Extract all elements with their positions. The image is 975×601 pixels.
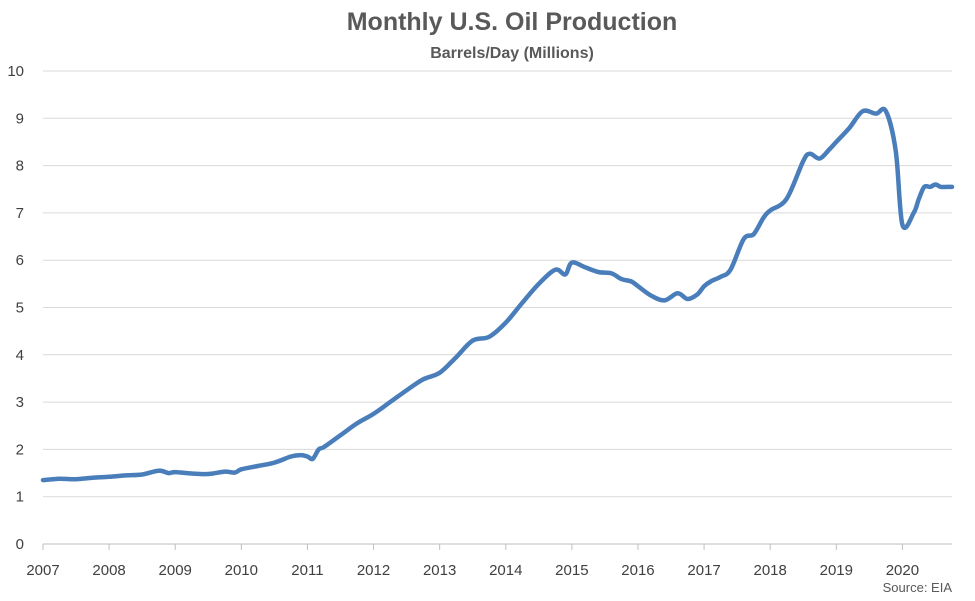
x-tick-label: 2013 [423,562,456,579]
gridlines [43,70,952,545]
y-tick-label: 9 [16,110,24,127]
x-tick-label: 2019 [820,562,853,579]
y-tick-label: 7 [16,205,24,222]
y-tick-label: 4 [16,347,24,364]
y-tick-label: 2 [16,441,24,458]
x-tick-label: 2017 [687,562,720,579]
y-axis-tick-labels: 0 1 2 3 4 5 6 7 8 9 10 [7,63,24,553]
chart-title: Monthly U.S. Oil Production [347,8,678,36]
y-tick-label: 1 [16,489,24,506]
x-tick-label: 2011 [291,562,323,579]
x-tick-label: 2015 [555,562,588,579]
series-group [40,106,955,483]
y-tick-label: 5 [16,300,24,317]
y-tick-label: 6 [16,252,24,269]
x-tick-label: 2016 [621,562,654,579]
chart-subtitle: Barrels/Day (Millions) [430,45,594,62]
y-tick-label: 0 [16,536,24,553]
y-tick-label: 3 [16,394,24,411]
x-axis [42,543,952,550]
y-tick-label: 10 [7,63,24,80]
series-line [40,106,955,483]
x-tick-label: 2009 [159,562,192,579]
x-tick-label: 2008 [92,562,125,579]
x-tick-label: 2018 [754,562,787,579]
source-note: Source: EIA [883,580,953,595]
y-tick-label: 8 [16,158,24,175]
x-tick-label: 2010 [225,562,258,579]
x-tick-label: 2007 [26,562,59,579]
x-tick-label: 2020 [886,562,919,579]
x-axis-tick-labels: 2007 2008 2009 2010 2011 2012 2013 2014 2015 2016… [26,562,919,579]
x-tick-label: 2014 [489,562,522,579]
x-tick-label: 2012 [357,562,390,579]
